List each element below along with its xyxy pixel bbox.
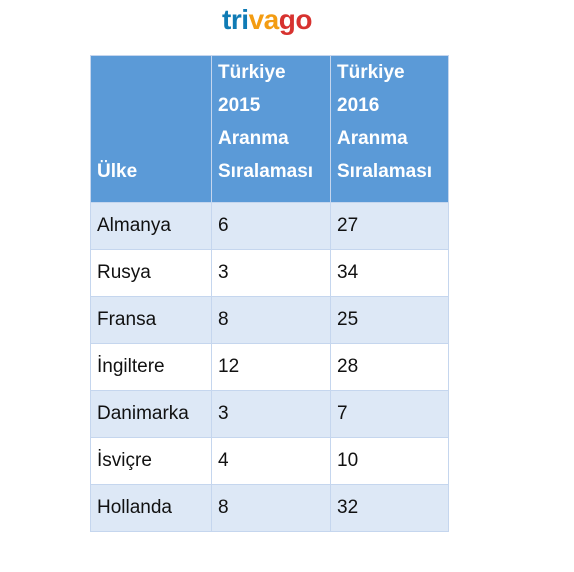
table-cell: 8	[211, 296, 331, 344]
table-cell: 28	[330, 343, 449, 391]
table-cell: Fransa	[90, 296, 212, 344]
table-cell: 34	[330, 249, 449, 297]
table-cell: 4	[211, 437, 331, 485]
table-cell: İngiltere	[90, 343, 212, 391]
table-row: İsviçre 4 10	[90, 437, 449, 485]
header-cell: Türkiye 2015 Aranma Sıralaması	[211, 55, 331, 203]
logo: trivago	[222, 4, 312, 35]
table-cell: Hollanda	[90, 484, 212, 532]
table-cell: 27	[330, 202, 449, 250]
header-row: Ülke Türkiye 2015 Aranma Sıralaması Türkiy…	[90, 55, 449, 203]
table-cell: İsviçre	[90, 437, 212, 485]
table-row: Fransa 8 25	[90, 296, 449, 344]
table-row: Hollanda 8 32	[90, 484, 449, 532]
table-cell: Danimarka	[90, 390, 212, 438]
table-row: Danimarka 3 7	[90, 390, 449, 438]
table-cell: 25	[330, 296, 449, 344]
table-cell: 8	[211, 484, 331, 532]
table-cell: 7	[330, 390, 449, 438]
table-row: Rusya 3 34	[90, 249, 449, 297]
table-cell: 3	[211, 390, 331, 438]
table-row: İngiltere 12 28	[90, 343, 449, 391]
table-cell: Almanya	[90, 202, 212, 250]
table-cell: 12	[211, 343, 331, 391]
ranking-table: Ülke Türkiye 2015 Aranma Sıralaması Türkiy…	[90, 55, 449, 532]
table-cell: 10	[330, 437, 449, 485]
header-cell: Ülke	[90, 55, 212, 203]
header-cell: Türkiye 2016 Aranma Sıralaması	[330, 55, 449, 203]
table-body: Almanya 6 27 Rusya 3 34 Fransa 8 25 İngiltere 12 28…	[90, 202, 449, 532]
table-cell: 6	[211, 202, 331, 250]
table-cell: 32	[330, 484, 449, 532]
table-cell: 3	[211, 249, 331, 297]
table-cell: Rusya	[90, 249, 212, 297]
table-row: Almanya 6 27	[90, 202, 449, 250]
